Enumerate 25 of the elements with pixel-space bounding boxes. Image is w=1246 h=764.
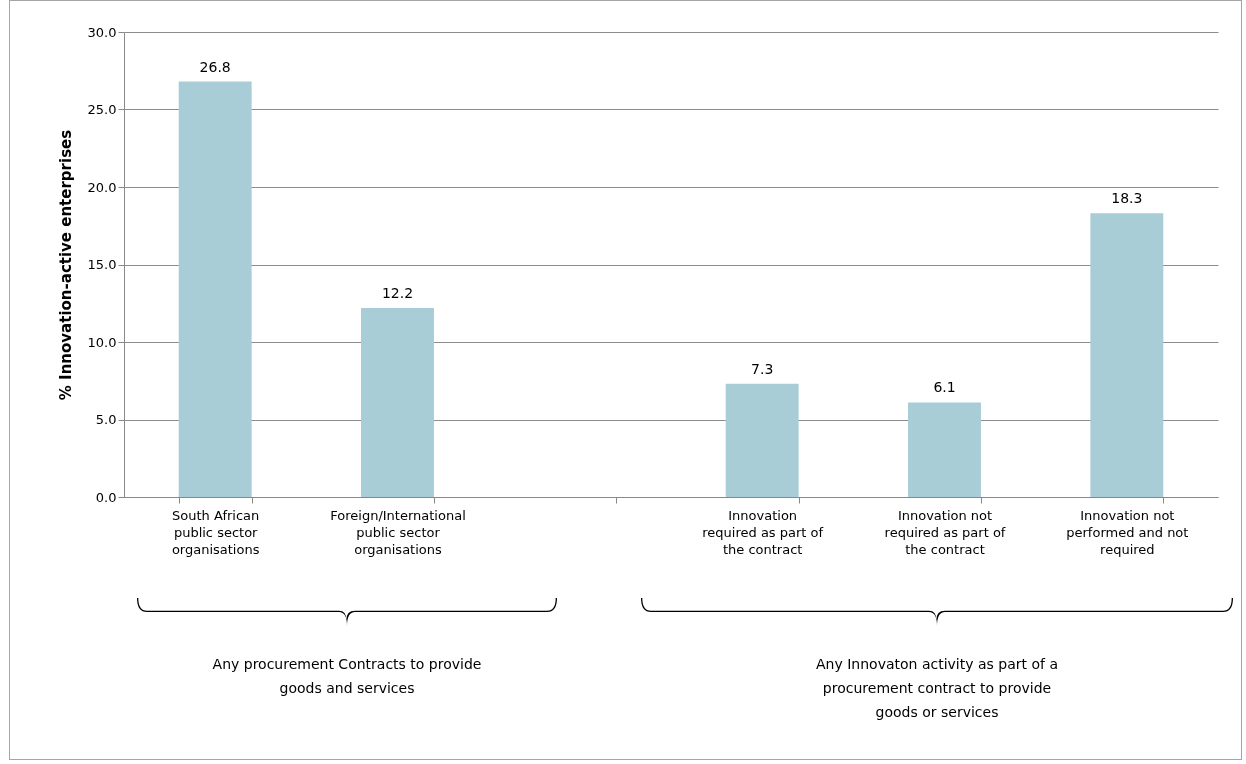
text: Any Innovaton activity as part of a procurement contract to provide goods or services	[816, 655, 1058, 722]
bar	[361, 307, 434, 497]
y-tick-label: 15.0	[87, 257, 117, 272]
x-tick-label: Foreign/International public sector organisations	[330, 507, 466, 557]
data-label: 26.8	[199, 58, 231, 75]
bar	[908, 402, 981, 497]
data-label: 12.2	[381, 284, 414, 301]
y-tick-label: 10.0	[87, 334, 117, 350]
y-tick-label: 25.0	[87, 102, 117, 117]
text: Any procurement Contracts to provide goods and services	[212, 655, 482, 698]
data-label: 6.1	[933, 379, 956, 396]
y-axis-title: % Innovation-active enterprises	[56, 129, 75, 401]
y-tick-label: 5.0	[95, 412, 117, 427]
x-tick-label: South African public sector organisations	[171, 507, 260, 557]
y-tick-label: 30.0	[87, 24, 117, 40]
bar	[725, 383, 799, 497]
bar	[178, 81, 252, 497]
x-tick-label: Innovation not required as part of the contract	[884, 507, 1006, 557]
data-label: 7.3	[751, 360, 774, 377]
bar	[1090, 213, 1164, 497]
y-tick-label: 0.0	[95, 489, 117, 505]
y-tick-label: 20.0	[87, 179, 117, 195]
x-tick-label: Innovation required as part of the contract	[702, 507, 824, 557]
x-tick-label: Innovation not performed and not required	[1066, 507, 1189, 557]
data-label: 18.3	[1111, 190, 1143, 207]
